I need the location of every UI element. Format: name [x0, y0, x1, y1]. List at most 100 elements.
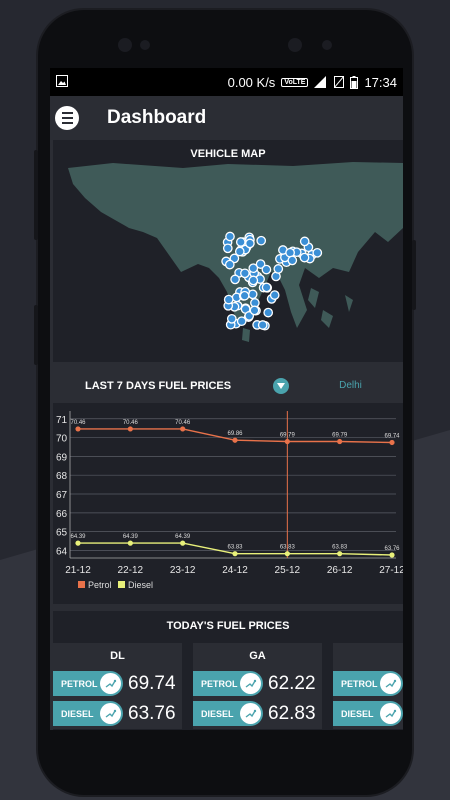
diesel-pill: DIESEL — [333, 701, 403, 726]
data-point-petrol[interactable] — [127, 426, 133, 432]
vehicle-marker[interactable] — [239, 290, 250, 301]
app-bar: Dashboard — [50, 96, 403, 140]
todays-prices-card: TODAY'S FUEL PRICES DL PETROL 69.74 DIESEL 6… — [53, 611, 403, 730]
data-label: 64.39 — [175, 534, 191, 540]
vehicle-marker[interactable] — [224, 259, 235, 270]
diesel-label: DIESEL — [341, 708, 374, 719]
y-tick-label: 67 — [56, 490, 68, 501]
no-sim-icon — [334, 76, 345, 88]
data-point-diesel[interactable] — [337, 551, 343, 557]
diesel-price-value: 62.83 — [268, 702, 316, 724]
vehicle-marker[interactable] — [240, 268, 250, 279]
diesel-label: DIESEL — [201, 708, 234, 719]
fuel-pump-icon — [100, 673, 121, 694]
clock: 17:34 — [364, 74, 397, 90]
legend-label: Diesel — [128, 580, 153, 590]
vehicle-marker[interactable] — [299, 252, 310, 263]
legend-label: Petrol — [88, 580, 112, 590]
vehicle-marker[interactable] — [248, 275, 259, 286]
diesel-label: DIESEL — [61, 708, 94, 719]
diesel-pill: DIESEL — [193, 701, 263, 726]
vehicle-marker[interactable] — [255, 259, 266, 269]
vehicle-marker[interactable] — [263, 307, 274, 318]
vehicle-marker[interactable] — [225, 231, 235, 242]
legend-swatch — [78, 581, 85, 588]
petrol-label: PETROL — [341, 678, 378, 689]
data-point-petrol[interactable] — [232, 437, 238, 443]
diesel-price-row: DIESEL 62.83 — [193, 701, 316, 726]
vehicle-marker[interactable] — [256, 235, 267, 246]
x-tick-label: 23-12 — [170, 565, 196, 576]
data-label: 69.86 — [227, 431, 243, 437]
y-tick-label: 71 — [56, 415, 68, 426]
sensor — [140, 40, 150, 50]
state-code: GJ — [333, 643, 403, 662]
vehicle-marker[interactable] — [312, 247, 323, 258]
vehicle-marker[interactable] — [299, 236, 310, 247]
hamburger-menu-icon[interactable] — [55, 106, 79, 130]
data-point-petrol[interactable] — [180, 426, 186, 432]
side-button — [34, 305, 38, 365]
vehicle-marker[interactable] — [222, 243, 233, 254]
vehicle-marker[interactable] — [249, 305, 260, 316]
vehicle-marker[interactable] — [236, 316, 247, 327]
vehicle-marker[interactable] — [235, 237, 246, 247]
state-code: DL — [110, 650, 125, 662]
status-bar: 0.00 K/s VoLTE 17:34 — [50, 68, 403, 96]
vehicle-marker[interactable] — [269, 290, 280, 300]
petrol-pill: PETROL — [193, 671, 263, 696]
vehicle-marker[interactable] — [234, 246, 245, 257]
x-tick-label: 24-12 — [222, 565, 248, 576]
data-label: 69.79 — [332, 433, 348, 439]
city-selector[interactable]: Delhi — [339, 380, 362, 391]
chevron-down-icon[interactable] — [273, 377, 290, 394]
fuel-chart-card: LAST 7 DAYS FUEL PRICES Delhi 64 65 66 67 68… — [53, 368, 403, 604]
data-point-petrol[interactable] — [389, 439, 395, 446]
data-point-diesel[interactable] — [180, 540, 186, 546]
diesel-price-value: 63.76 — [128, 702, 176, 724]
volte-icon: VoLTE — [281, 77, 309, 87]
vehicle-marker[interactable] — [230, 274, 240, 285]
data-label: 70.46 — [70, 420, 86, 426]
vehicle-map-card: VEHICLE MAP — [53, 140, 403, 362]
petrol-pill: PETROL — [333, 671, 403, 696]
proximity-sensor — [288, 38, 302, 52]
state-price-tile[interactable]: GJ PETROL DIESEL — [333, 643, 403, 729]
data-point-diesel[interactable] — [75, 540, 81, 546]
data-label: 69.74 — [384, 433, 400, 439]
volume-button — [34, 150, 38, 240]
state-price-tile[interactable]: GA PETROL 62.22 DIESEL 62.83 — [193, 643, 322, 729]
vehicle-marker[interactable] — [245, 238, 255, 249]
data-label: 63.83 — [332, 545, 348, 551]
petrol-label: PETROL — [201, 678, 238, 689]
data-label: 64.39 — [123, 534, 139, 540]
data-point-petrol[interactable] — [75, 426, 81, 432]
vehicle-marker[interactable] — [223, 294, 234, 305]
y-tick-label: 66 — [56, 509, 68, 520]
vehicle-marker[interactable] — [287, 255, 298, 266]
x-tick-label: 21-12 — [65, 565, 91, 576]
vehicle-map[interactable] — [53, 160, 403, 360]
vehicle-marker[interactable] — [248, 263, 259, 274]
petrol-price-row: PETROL 69.74 — [53, 671, 176, 696]
data-point-diesel[interactable] — [232, 551, 238, 557]
fuel-price-chart[interactable]: 64 65 66 67 68 69 70 71 21-12 22-12 23-12 24-12 25-1… — [53, 403, 403, 604]
data-point-petrol[interactable] — [284, 438, 290, 445]
vehicle-marker[interactable] — [226, 313, 237, 324]
vehicle-marker[interactable] — [273, 264, 284, 274]
data-point-diesel[interactable] — [389, 552, 395, 558]
sensor — [322, 40, 332, 50]
state-code: GA — [249, 650, 266, 662]
data-label: 64.39 — [70, 534, 86, 540]
vehicle-marker[interactable] — [261, 282, 272, 293]
data-point-diesel[interactable] — [127, 540, 133, 546]
x-tick-label: 27-12 — [379, 565, 403, 576]
state-price-tile[interactable]: DL PETROL 69.74 DIESEL 63.76 — [53, 643, 182, 729]
vehicle-marker[interactable] — [261, 264, 272, 275]
data-point-petrol[interactable] — [337, 438, 343, 445]
data-point-diesel[interactable] — [284, 551, 290, 557]
fuel-pump-icon — [240, 703, 261, 724]
signal-icon — [314, 76, 328, 88]
vehicle-marker[interactable] — [257, 320, 268, 330]
fuel-pump-icon — [380, 673, 401, 694]
